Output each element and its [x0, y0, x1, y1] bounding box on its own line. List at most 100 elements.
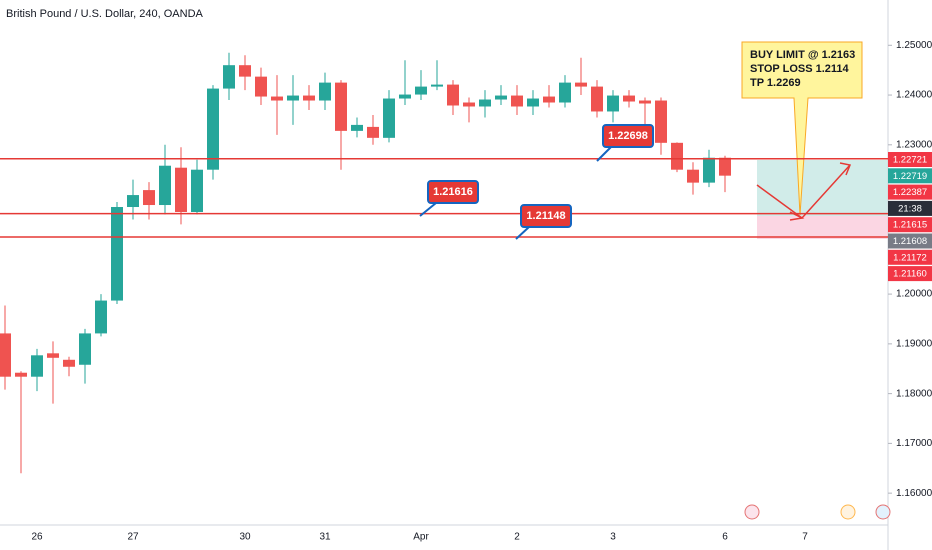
price-badge — [888, 184, 932, 200]
callout-box — [741, 41, 863, 216]
price-badge-label: 1.22387 — [893, 187, 927, 198]
candle-body — [31, 355, 43, 377]
price-badge-label: 21:38 — [898, 203, 922, 214]
y-tick-label: 1.16000 — [896, 488, 932, 499]
candle-body — [223, 65, 235, 89]
candle-body — [431, 84, 443, 87]
bubble-label: 1.21148 — [526, 210, 565, 222]
x-tick-label: 7 — [802, 532, 808, 543]
candle-body — [639, 100, 651, 104]
candle-body — [607, 95, 619, 112]
candle-body — [703, 157, 715, 183]
y-tick-label: 1.19000 — [896, 339, 932, 350]
candle-body — [479, 99, 491, 107]
candle-body — [79, 333, 91, 365]
candle-body — [415, 86, 427, 95]
bubble-pointer — [596, 146, 612, 162]
candle-body — [303, 95, 315, 101]
profit-zone — [757, 160, 888, 216]
candle-body — [319, 82, 331, 101]
candle-body — [0, 333, 11, 377]
candle-body — [463, 102, 475, 107]
x-tick-label: Apr — [413, 532, 429, 543]
arrow-head — [839, 162, 852, 176]
price-badge-label: 1.22719 — [893, 171, 927, 182]
candle-body — [559, 82, 571, 103]
candle-body — [687, 169, 699, 183]
price-badge — [888, 217, 932, 233]
candle-body — [159, 165, 171, 206]
candle-body — [527, 98, 539, 107]
candle-body — [575, 82, 587, 87]
x-tick-label: 3 — [610, 532, 616, 543]
candle-body — [63, 359, 75, 367]
candle-body — [47, 353, 59, 358]
price-badge — [888, 233, 932, 249]
candle-body — [127, 195, 139, 208]
price-badge — [888, 249, 932, 265]
candle-body — [95, 300, 107, 334]
y-tick-label: 1.25000 — [896, 40, 932, 51]
candle-body — [511, 95, 523, 107]
candle-body — [287, 95, 299, 101]
callout-line: BUY LIMIT @ 1.2163 — [750, 49, 855, 61]
price-badge-label: 1.21160 — [893, 269, 927, 280]
event-icon — [744, 504, 760, 520]
candle-body — [351, 124, 363, 131]
candle-body — [495, 95, 507, 100]
bubble-label: 1.22698 — [608, 130, 648, 142]
price-badge — [888, 168, 932, 184]
y-tick-label: 1.20000 — [896, 289, 932, 300]
event-icon — [840, 504, 856, 520]
candle-body — [399, 94, 411, 99]
loss-zone — [757, 216, 888, 239]
x-tick-label: 2 — [514, 532, 520, 543]
candle-body — [543, 96, 555, 103]
price-badge — [888, 152, 932, 167]
y-tick-label: 1.24000 — [896, 90, 932, 101]
callout-line: STOP LOSS 1.2114 — [750, 63, 850, 75]
bubble-label: 1.21616 — [433, 186, 473, 198]
bubble-pointer — [515, 226, 530, 240]
x-tick-label: 30 — [239, 532, 251, 543]
event-icon — [875, 504, 891, 520]
price-badge-label: 1.21615 — [893, 220, 927, 231]
callout-line: TP 1.2269 — [750, 77, 801, 89]
candle-body — [207, 88, 219, 170]
bubble-pointer — [419, 202, 437, 217]
candle-body — [15, 372, 27, 377]
candle-body — [367, 126, 379, 138]
y-tick-label: 1.23000 — [896, 139, 932, 150]
candle-body — [239, 65, 251, 77]
candle-body — [175, 167, 187, 212]
price-badge — [888, 200, 932, 216]
price-bubble — [520, 204, 572, 228]
candle-body — [111, 207, 123, 301]
price-badge-label: 1.22721 — [893, 155, 927, 166]
x-tick-label: 27 — [127, 532, 139, 543]
candle-body — [143, 190, 155, 206]
candle-body — [623, 95, 635, 102]
x-tick-label: 26 — [31, 532, 43, 543]
candle-body — [383, 98, 395, 138]
candle-body — [335, 82, 347, 131]
candle-body — [655, 100, 667, 143]
price-badge-label: 1.21172 — [893, 252, 927, 263]
price-bubble — [602, 124, 654, 148]
candle-body — [191, 169, 203, 212]
candle-body — [719, 157, 731, 176]
price-badge-label: 1.21608 — [893, 236, 927, 247]
candle-body — [447, 84, 459, 106]
y-tick-label: 1.17000 — [896, 438, 932, 449]
candle-body — [671, 142, 683, 170]
callout: BUY LIMIT @ 1.2163 STOP LOSS 1.2114 TP 1.2… — [741, 41, 863, 216]
price-badge — [888, 266, 932, 282]
x-tick-label: 6 — [722, 532, 728, 543]
candle-body — [591, 86, 603, 112]
y-tick-label: 1.18000 — [896, 388, 932, 399]
x-tick-label: 31 — [319, 532, 331, 543]
price-bubble — [427, 180, 479, 204]
candle-body — [271, 96, 283, 101]
chart-title: British Pound / U.S. Dollar, 240, OANDA — [6, 8, 204, 20]
